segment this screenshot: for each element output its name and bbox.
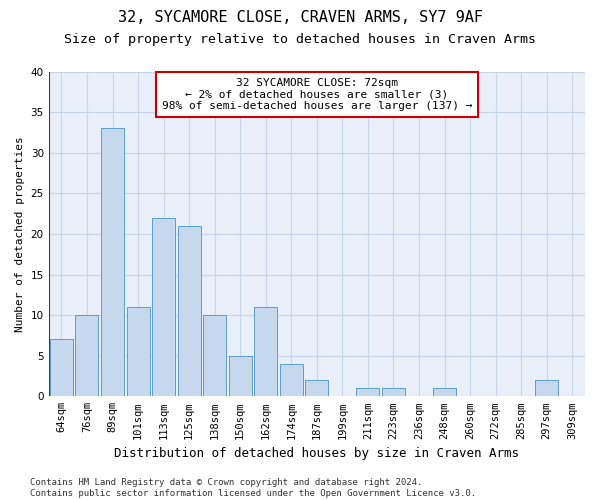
Bar (305, 380, 328, 396)
Bar (535, 380, 558, 396)
Bar (433, 388, 456, 396)
Text: 32 SYCAMORE CLOSE: 72sqm
← 2% of detached houses are smaller (3)
98% of semi-det: 32 SYCAMORE CLOSE: 72sqm ← 2% of detache… (161, 78, 472, 111)
Bar (178, 226, 200, 396)
Bar (203, 315, 226, 396)
Bar (229, 356, 252, 397)
X-axis label: Distribution of detached houses by size in Craven Arms: Distribution of detached houses by size … (115, 447, 520, 460)
Bar (382, 388, 405, 396)
Bar (50, 340, 73, 396)
Bar (76, 315, 98, 396)
Bar (280, 364, 303, 396)
Bar (152, 218, 175, 396)
Bar (254, 307, 277, 396)
Text: 32, SYCAMORE CLOSE, CRAVEN ARMS, SY7 9AF: 32, SYCAMORE CLOSE, CRAVEN ARMS, SY7 9AF (118, 10, 482, 25)
Bar (127, 307, 149, 396)
Text: Size of property relative to detached houses in Craven Arms: Size of property relative to detached ho… (64, 32, 536, 46)
Bar (101, 128, 124, 396)
Text: Contains HM Land Registry data © Crown copyright and database right 2024.
Contai: Contains HM Land Registry data © Crown c… (30, 478, 476, 498)
Bar (356, 388, 379, 396)
Y-axis label: Number of detached properties: Number of detached properties (15, 136, 25, 332)
